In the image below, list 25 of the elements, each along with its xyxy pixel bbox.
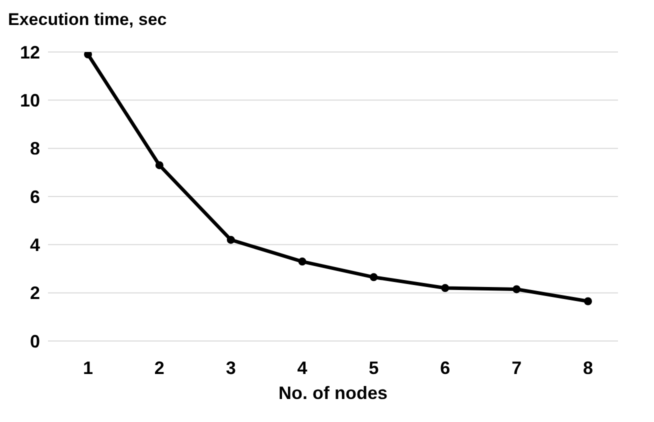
- x-tick-label: 3: [226, 358, 236, 378]
- y-tick-label: 4: [30, 235, 40, 256]
- point: [226, 236, 235, 244]
- point: [298, 258, 306, 266]
- x-tick-label: 1: [82, 358, 94, 378]
- x-axis-title: No. of nodes: [278, 383, 388, 403]
- point: [370, 273, 378, 282]
- x-tick-label: 8: [582, 358, 594, 378]
- x-tick-label: 6: [440, 358, 450, 378]
- x-tick-label: 4: [297, 358, 308, 378]
- y-tick-label: 10: [20, 90, 40, 111]
- x-tick-label: 2: [154, 358, 164, 378]
- point: [584, 297, 592, 306]
- y-tick-label: 12: [20, 42, 40, 62]
- y-tick-label: 8: [30, 138, 40, 159]
- x-tick-label: 5: [368, 358, 379, 378]
- point: [512, 285, 521, 294]
- y-tick-label: 2: [30, 283, 40, 304]
- point: [155, 161, 164, 170]
- x-tick-label: 7: [512, 358, 522, 378]
- chart-title: Execution time, sec: [8, 10, 167, 30]
- point: [84, 52, 92, 58]
- point: [441, 284, 450, 292]
- y-tick-label: 0: [30, 331, 40, 352]
- y-tick-label: 6: [30, 186, 40, 207]
